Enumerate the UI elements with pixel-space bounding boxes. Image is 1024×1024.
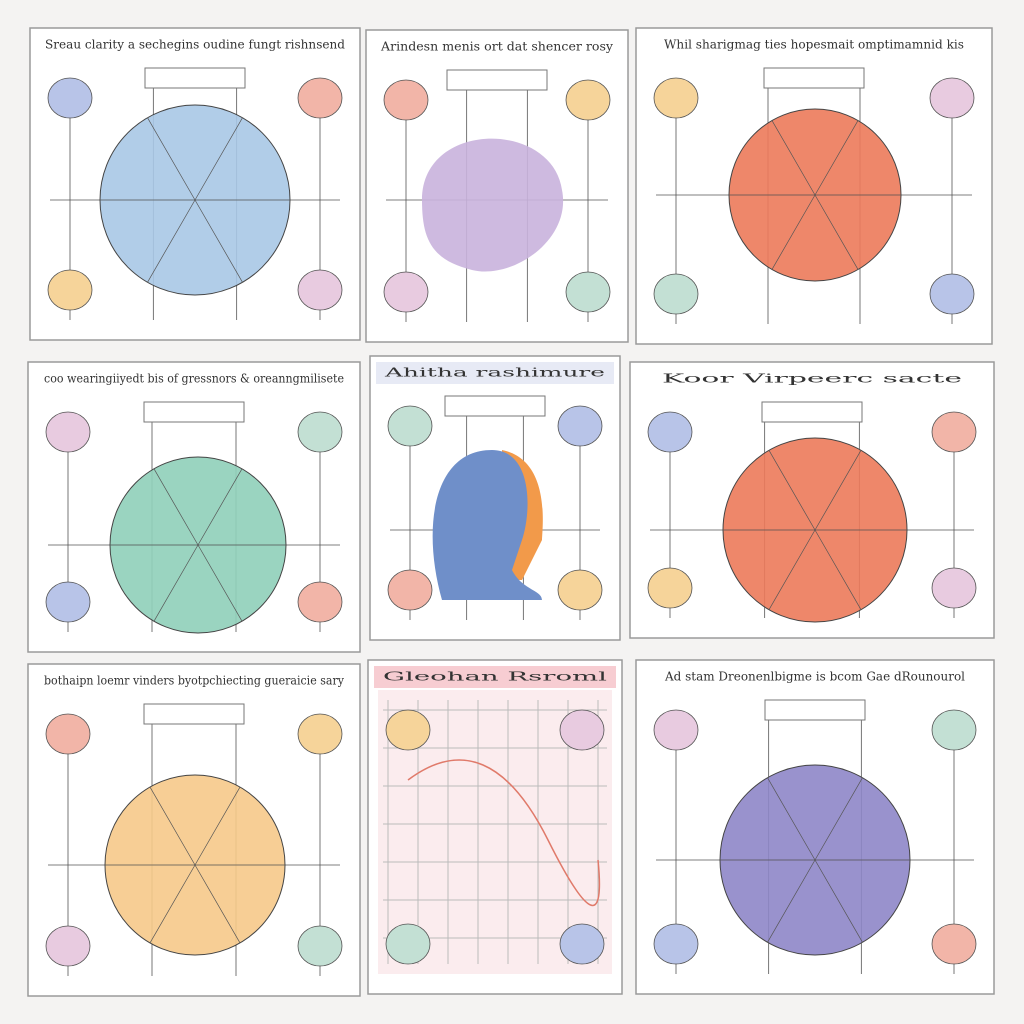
panel-title: Whil sharigmag ties hopesmait omptimamni… bbox=[664, 38, 964, 52]
main-blob bbox=[422, 138, 564, 272]
segment-line bbox=[767, 859, 816, 943]
panel-title: Gleohan Rsroml bbox=[383, 670, 607, 684]
segment-line bbox=[194, 864, 241, 944]
side-icon bbox=[559, 709, 605, 751]
trace-line bbox=[407, 759, 601, 907]
caption-box bbox=[444, 395, 546, 417]
side-icon bbox=[383, 271, 429, 313]
panel: Arindesn menis ort dat shencer rosy bbox=[365, 29, 629, 343]
side-icon bbox=[647, 411, 693, 453]
side-icon bbox=[557, 569, 603, 611]
caption-box bbox=[143, 401, 245, 423]
segment-line bbox=[194, 786, 241, 866]
side-icon bbox=[45, 411, 91, 453]
segment-line bbox=[194, 199, 243, 283]
panel-title: Koor Virpeerc sacte bbox=[662, 372, 962, 386]
side-icon bbox=[565, 79, 611, 121]
segment-line bbox=[814, 194, 859, 270]
caption-box bbox=[763, 67, 865, 89]
panel: bothaipn loemr vinders byotpchiecting gu… bbox=[27, 663, 361, 997]
panel: Ahitha rashimure bbox=[369, 355, 621, 641]
side-icon bbox=[931, 411, 977, 453]
segment-line bbox=[814, 450, 862, 531]
caption-box bbox=[144, 67, 246, 89]
segment-line bbox=[153, 468, 199, 546]
side-icon bbox=[47, 269, 93, 311]
segment-line bbox=[194, 117, 243, 201]
panel-title: Ahitha rashimure bbox=[383, 366, 605, 380]
side-icon bbox=[559, 923, 605, 965]
caption-box bbox=[143, 703, 245, 725]
side-icon bbox=[931, 923, 977, 965]
panel: Sreau clarity a sechegins oudine fungt r… bbox=[29, 27, 361, 341]
side-icon bbox=[45, 581, 91, 623]
panel-header bbox=[374, 666, 616, 688]
side-icon bbox=[931, 709, 977, 751]
side-icon bbox=[45, 925, 91, 967]
panel: Koor Virpeerc sacte bbox=[629, 361, 995, 639]
panel-title: Arindesn menis ort dat shencer rosy bbox=[380, 40, 613, 54]
side-icon bbox=[45, 713, 91, 755]
side-icon bbox=[385, 709, 431, 751]
side-icon bbox=[929, 77, 975, 119]
panel-title: Ad stam Dreonenlbigme is bcom Gae dRouno… bbox=[664, 670, 965, 684]
panel-title: coo wearingiiyedt bis of gressnors & ore… bbox=[44, 372, 344, 386]
panel-header bbox=[376, 362, 614, 384]
caption-box bbox=[761, 401, 863, 423]
side-icon bbox=[297, 581, 343, 623]
head-profile bbox=[432, 450, 542, 600]
segment-line bbox=[814, 120, 859, 196]
panel: Ad stam Dreonenlbigme is bcom Gae dRouno… bbox=[635, 659, 995, 995]
panel: Gleohan Rsroml bbox=[367, 659, 623, 995]
segment-line bbox=[149, 786, 196, 866]
side-icon bbox=[297, 269, 343, 311]
segment-line bbox=[197, 468, 243, 546]
side-icon bbox=[297, 925, 343, 967]
side-icon bbox=[565, 271, 611, 313]
side-icon bbox=[387, 569, 433, 611]
panel: coo wearingiiyedt bis of gressnors & ore… bbox=[27, 361, 361, 653]
panel-title: Sreau clarity a sechegins oudine fungt r… bbox=[45, 38, 345, 52]
segment-line bbox=[147, 199, 196, 283]
segment-line bbox=[814, 859, 863, 943]
segment-line bbox=[771, 194, 816, 270]
side-icon bbox=[297, 411, 343, 453]
segment-line bbox=[767, 777, 816, 861]
side-icon bbox=[653, 273, 699, 315]
side-icon bbox=[47, 77, 93, 119]
segment-line bbox=[768, 529, 816, 610]
segment-line bbox=[768, 450, 816, 531]
caption-box bbox=[764, 699, 866, 721]
side-icon bbox=[387, 405, 433, 447]
segment-line bbox=[197, 544, 243, 622]
segment-line bbox=[814, 777, 863, 861]
side-icon bbox=[653, 923, 699, 965]
segment-line bbox=[147, 117, 196, 201]
side-icon bbox=[385, 923, 431, 965]
side-icon bbox=[383, 79, 429, 121]
panel: Whil sharigmag ties hopesmait omptimamni… bbox=[635, 27, 993, 345]
side-icon bbox=[931, 567, 977, 609]
panel-title: bothaipn loemr vinders byotpchiecting gu… bbox=[44, 674, 344, 688]
side-icon bbox=[929, 273, 975, 315]
side-icon bbox=[297, 713, 343, 755]
side-icon bbox=[653, 709, 699, 751]
side-icon bbox=[557, 405, 603, 447]
segment-line bbox=[153, 544, 199, 622]
side-icon bbox=[653, 77, 699, 119]
side-icon bbox=[297, 77, 343, 119]
segment-line bbox=[814, 529, 862, 610]
segment-line bbox=[149, 864, 196, 944]
side-icon bbox=[647, 567, 693, 609]
segment-line bbox=[771, 120, 816, 196]
caption-box bbox=[446, 69, 548, 91]
